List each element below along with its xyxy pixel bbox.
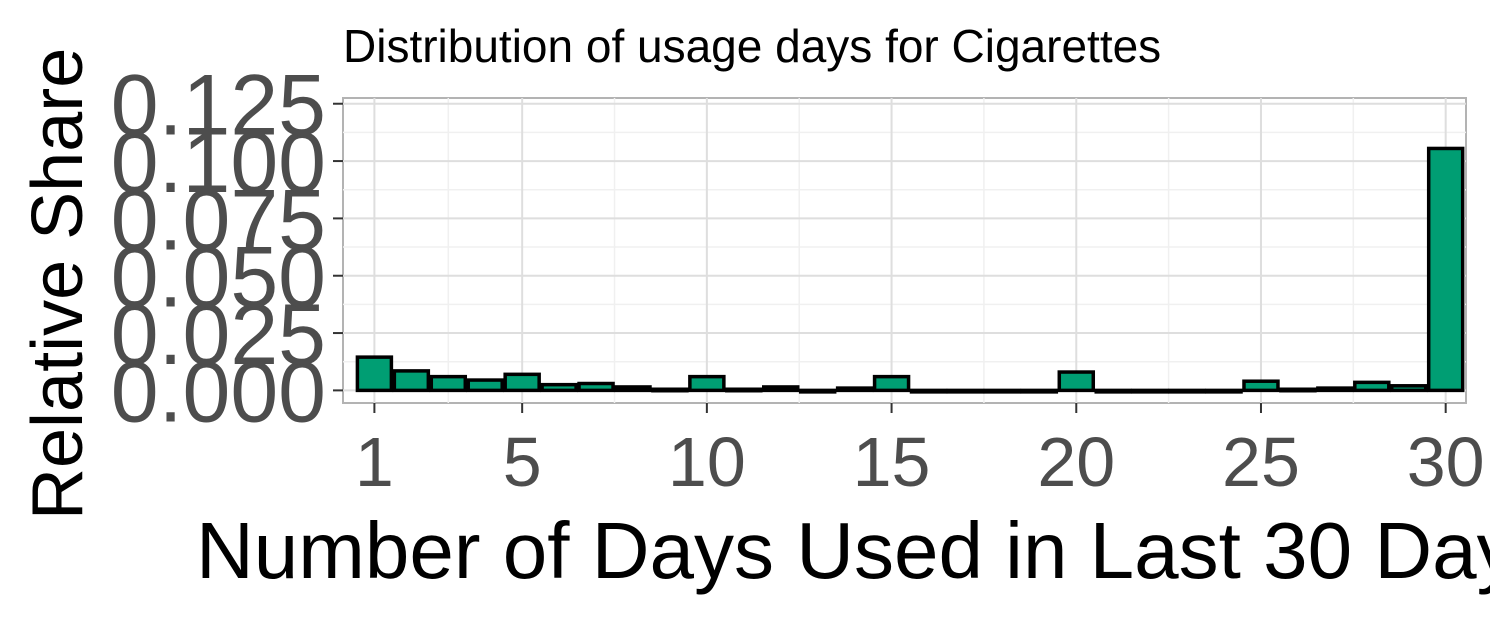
y-tick-label: 0.025 bbox=[111, 287, 326, 383]
y-tick-label: 0.125 bbox=[111, 58, 326, 154]
bar-day-18 bbox=[983, 388, 1022, 394]
bars bbox=[355, 146, 1465, 394]
x-tick-label: 15 bbox=[853, 423, 931, 501]
bar-day-25 bbox=[1242, 379, 1280, 393]
bar-day-4 bbox=[466, 378, 504, 393]
bar-day-2 bbox=[392, 369, 431, 393]
bar-day-24 bbox=[1205, 388, 1243, 394]
y-tick-label: 0.000 bbox=[111, 344, 326, 440]
bar-day-9 bbox=[651, 387, 689, 393]
bar-day-15 bbox=[872, 374, 911, 393]
bar-day-11 bbox=[725, 387, 763, 393]
bar-day-8 bbox=[614, 385, 652, 393]
bar-day-5 bbox=[503, 372, 541, 393]
bar-day-28 bbox=[1353, 380, 1391, 393]
y-tick-label: 0.100 bbox=[111, 115, 326, 211]
bar-day-27 bbox=[1316, 386, 1354, 393]
x-tick-label: 1 bbox=[355, 423, 394, 501]
x-tick-label: 20 bbox=[1037, 423, 1115, 501]
bar-day-7 bbox=[577, 381, 615, 393]
bar-day-19 bbox=[1020, 388, 1059, 394]
bar-day-12 bbox=[762, 385, 800, 393]
bar-day-13 bbox=[798, 388, 837, 394]
x-tick-label: 5 bbox=[503, 423, 542, 501]
bar-day-16 bbox=[909, 388, 948, 394]
bar-day-30 bbox=[1426, 146, 1465, 393]
minor-gridlines bbox=[343, 98, 1466, 403]
plot-panel bbox=[342, 97, 1467, 404]
y-axis-title: Relative Share bbox=[18, 48, 98, 520]
bar-day-10 bbox=[688, 374, 726, 393]
y-tick-label: 0.050 bbox=[111, 230, 326, 326]
bar-day-29 bbox=[1389, 384, 1428, 393]
x-axis-title: Number of Days Used in Last 30 Days bbox=[196, 506, 1490, 595]
bar-day-20 bbox=[1057, 370, 1096, 393]
bar-day-3 bbox=[429, 374, 468, 393]
bar-day-23 bbox=[1168, 388, 1206, 394]
bar-day-17 bbox=[946, 388, 985, 394]
bar-day-21 bbox=[1094, 388, 1132, 394]
x-axis-ticks: 1 5 10 15 20 25 30 bbox=[355, 403, 1485, 501]
chart-title: Distribution of usage days for Cigarette… bbox=[343, 20, 1161, 72]
bar-day-26 bbox=[1279, 387, 1317, 393]
bar-day-22 bbox=[1131, 388, 1169, 394]
bar-day-14 bbox=[835, 386, 874, 393]
x-tick-label: 30 bbox=[1407, 423, 1485, 501]
bar-day-1 bbox=[355, 355, 394, 393]
x-tick-label: 10 bbox=[668, 423, 746, 501]
y-tick-label: 0.075 bbox=[111, 172, 326, 268]
bar-day-6 bbox=[540, 382, 578, 393]
x-tick-label: 25 bbox=[1222, 423, 1300, 501]
